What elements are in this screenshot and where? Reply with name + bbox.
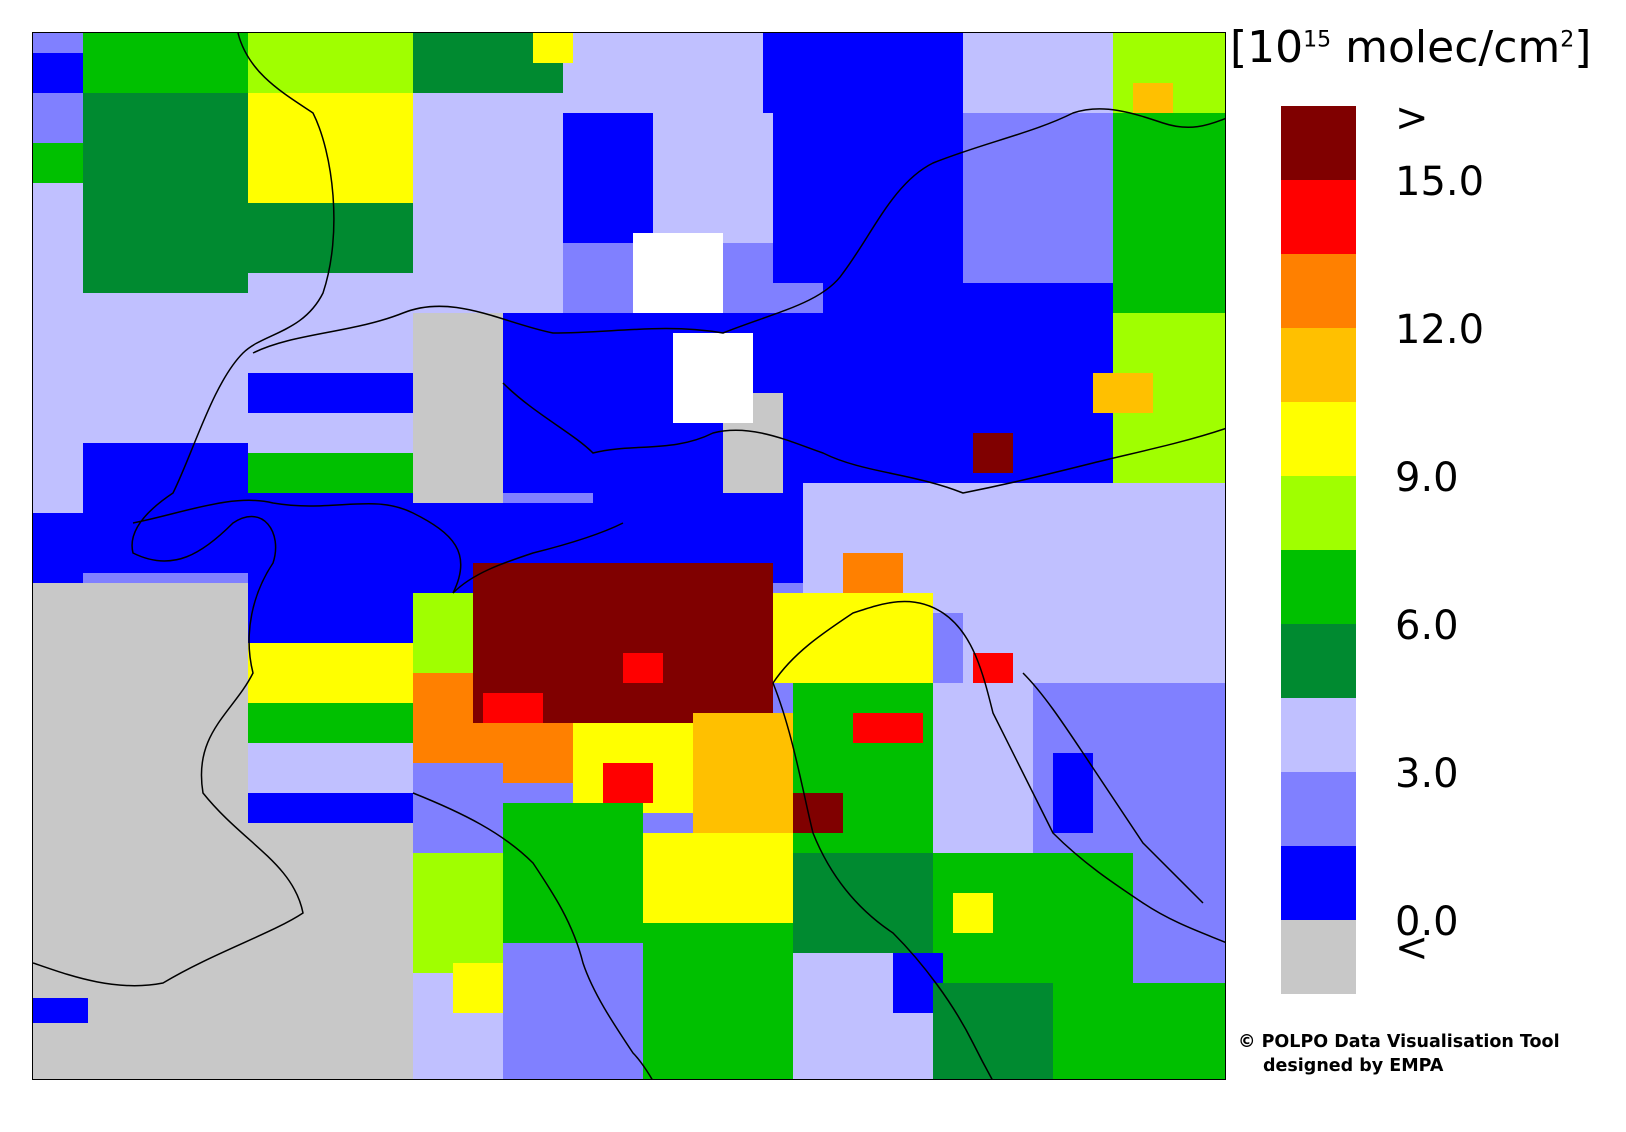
colorbar-cell [1281, 698, 1356, 772]
credit-line-2: designed by EMPA [1263, 1056, 1444, 1076]
colorbar-label: < [1395, 925, 1429, 971]
credit-text: © POLPO Data Visualisation Tool designed… [1238, 1030, 1560, 1078]
colorbar-cell [1281, 920, 1356, 994]
units-suffix: molec/cm [1331, 22, 1561, 73]
map-panel[interactable] [32, 32, 1226, 1080]
credit-line-1: © POLPO Data Visualisation Tool [1238, 1032, 1560, 1052]
units-exponent: 15 [1303, 27, 1332, 53]
units-prefix: [10 [1230, 22, 1304, 73]
colorbar-label: 12.0 [1395, 307, 1485, 353]
colorbar-cell [1281, 772, 1356, 846]
colorbar-cell [1281, 180, 1356, 254]
colorbar-label: 3.0 [1395, 751, 1459, 797]
colorbar-label: 0.0 [1395, 899, 1459, 945]
colorbar-cell [1281, 476, 1356, 550]
colorbar-label: > [1395, 95, 1429, 141]
west-swath [33, 33, 413, 1079]
east-swath [413, 33, 1225, 1079]
colorbar [1281, 106, 1356, 994]
colorbar-cell [1281, 550, 1356, 624]
column-density-map [33, 33, 1225, 1079]
borders [33, 33, 1225, 1079]
colorbar-cell [1281, 106, 1356, 180]
colorbar-label: 9.0 [1395, 455, 1459, 501]
units-close: ] [1574, 22, 1592, 73]
colorbar-cell [1281, 254, 1356, 328]
colorbar-cell [1281, 624, 1356, 698]
colorbar-label: 15.0 [1395, 159, 1485, 205]
colorbar-cell [1281, 402, 1356, 476]
colorbar-label: 6.0 [1395, 603, 1459, 649]
colorbar-cell [1281, 328, 1356, 402]
units-suffix-exponent: 2 [1560, 27, 1575, 53]
colorbar-cell [1281, 846, 1356, 920]
colorbar-units: [1015 molec/cm2] [1230, 22, 1591, 73]
